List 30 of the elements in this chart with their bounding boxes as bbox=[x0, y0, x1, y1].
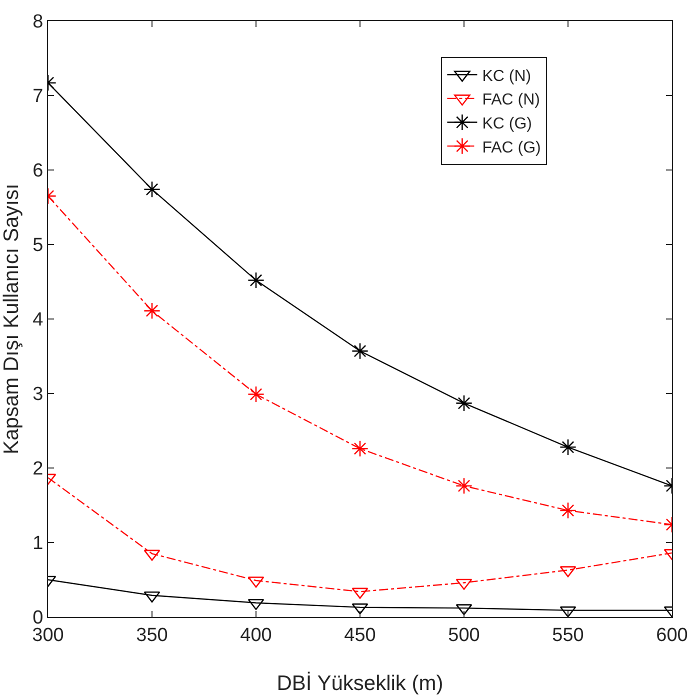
point bbox=[560, 438, 576, 456]
x-tick-label: 500 bbox=[448, 624, 480, 646]
y-tick-label: 3 bbox=[32, 384, 44, 406]
point bbox=[248, 272, 264, 289]
point bbox=[456, 477, 472, 494]
point bbox=[352, 342, 368, 360]
legend-label: FAC (N) bbox=[482, 92, 540, 109]
y-tick-label: 1 bbox=[32, 533, 44, 554]
point bbox=[144, 180, 160, 198]
x-axis-title: DBİ Yükseklik (m) bbox=[276, 671, 444, 695]
x-tick-label: 450 bbox=[344, 624, 376, 646]
x-tick-label: 400 bbox=[240, 624, 272, 646]
y-tick-label: 4 bbox=[32, 310, 44, 331]
point bbox=[456, 394, 472, 412]
legend-label: FAC (G) bbox=[482, 139, 541, 156]
y-axis-title: Kapsam Dışı Kullanıcı Sayısı bbox=[0, 184, 23, 454]
y-tick-label: 8 bbox=[32, 12, 44, 33]
y-tick-label: 7 bbox=[32, 86, 44, 108]
x-tick-label: 350 bbox=[136, 624, 168, 646]
y-tick-label: 6 bbox=[32, 160, 44, 182]
y-tick-label: 5 bbox=[32, 235, 44, 256]
x-tick-label: 600 bbox=[656, 624, 688, 646]
point bbox=[560, 502, 576, 519]
legend-label: KC (N) bbox=[482, 68, 532, 85]
legend-label: KC (G) bbox=[482, 116, 532, 132]
point bbox=[248, 386, 264, 403]
point bbox=[144, 302, 160, 320]
y-tick-label: 2 bbox=[32, 458, 44, 480]
x-tick-label: 550 bbox=[552, 624, 584, 646]
point bbox=[352, 440, 368, 458]
